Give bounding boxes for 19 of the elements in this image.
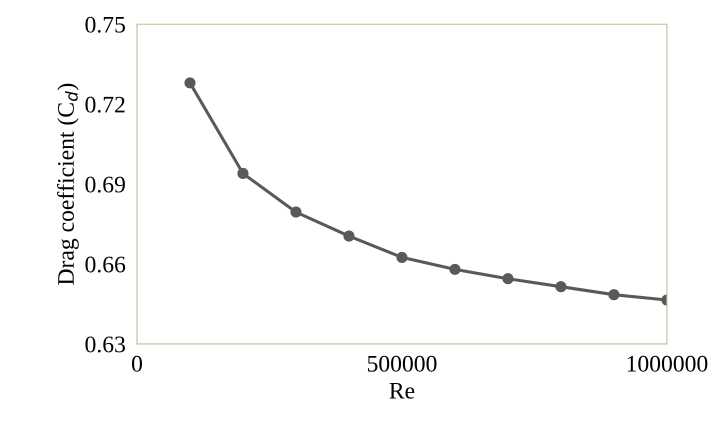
point (608, 289, 620, 300)
point (237, 168, 249, 180)
point (343, 230, 355, 242)
x-tick-label: 500000 (368, 356, 436, 372)
point (184, 77, 196, 88)
x-tick-label: 0 (132, 356, 142, 372)
point (290, 206, 302, 218)
y-tick-label: 0.75 (85, 16, 125, 33)
point (502, 273, 514, 284)
y-axis-title: Drag coefficient (C$_{d}$) (57, 84, 79, 285)
y-tick-label: 0.63 (85, 336, 125, 353)
point (555, 281, 566, 292)
y-tick-label: 0.72 (85, 96, 125, 113)
x-axis-title: Re (390, 382, 414, 399)
point (449, 264, 461, 275)
y-tick-label: 0.69 (85, 176, 125, 193)
x-tick-label: 1000000 (628, 356, 708, 372)
y-tick-label: 0.66 (85, 256, 126, 273)
point (396, 252, 408, 263)
